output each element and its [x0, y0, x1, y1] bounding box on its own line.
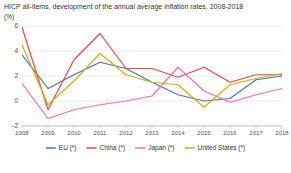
legend-label: EU (*)	[59, 144, 77, 152]
x-tick	[256, 126, 257, 129]
y-axis-label: (%)	[4, 13, 14, 21]
grid-line	[22, 51, 282, 52]
legend: EU (*) China (*) Japan (*) United States (*…	[46, 144, 245, 152]
x-tick-label: 2008	[15, 130, 29, 136]
x-tick	[204, 126, 205, 129]
x-tick-label: 2009	[41, 130, 55, 136]
legend-item: Japan (*)	[135, 144, 174, 152]
x-tick	[178, 126, 179, 129]
x-tick	[74, 126, 75, 129]
series-line	[22, 27, 282, 110]
legend-item: China (*)	[86, 144, 125, 152]
legend-swatch	[185, 147, 195, 149]
series-line	[22, 55, 282, 101]
legend-swatch	[46, 147, 56, 149]
lines	[22, 27, 282, 118]
legend-swatch	[86, 147, 96, 149]
legend-label: China (*)	[99, 144, 125, 152]
y-tick-label: 0	[14, 97, 18, 104]
x-tick-label: 2017	[249, 130, 263, 136]
x-tick-label: 2016	[223, 130, 237, 136]
legend-item: United States (*)	[185, 144, 246, 152]
legend-item: EU (*)	[46, 144, 77, 152]
x-tick-label: 2013	[145, 130, 159, 136]
x-tick	[282, 126, 283, 129]
x-tick-label: 2010	[67, 130, 81, 136]
grid	[22, 26, 282, 126]
legend-swatch	[135, 147, 145, 149]
x-tick	[152, 126, 153, 129]
legend-label: United States (*)	[198, 144, 246, 152]
x-tick-label: 2012	[119, 130, 133, 136]
x-tick	[48, 126, 49, 129]
title: HICP all-items, development of the annua…	[4, 3, 243, 11]
grid-line	[22, 76, 282, 77]
x-tick	[126, 126, 127, 129]
y-tick-label: 6	[14, 22, 18, 29]
x-tick	[100, 126, 101, 129]
x-tick-label: 2015	[197, 130, 211, 136]
series-line	[22, 45, 282, 108]
chart: HICP all-items, development of the annua…	[0, 0, 291, 173]
y-tick-label: 2	[14, 72, 18, 79]
x-tick-label: 2018	[275, 130, 289, 136]
x-tick	[230, 126, 231, 129]
y-tick-label: 4	[14, 47, 18, 54]
grid-line	[22, 26, 282, 27]
grid-line	[22, 101, 282, 102]
x-tick-label: 2011	[94, 130, 108, 136]
x-tick	[22, 126, 23, 129]
y-tick-label: -2	[12, 122, 18, 129]
legend-label: Japan (*)	[148, 144, 174, 152]
x-tick-label: 2014	[171, 130, 185, 136]
